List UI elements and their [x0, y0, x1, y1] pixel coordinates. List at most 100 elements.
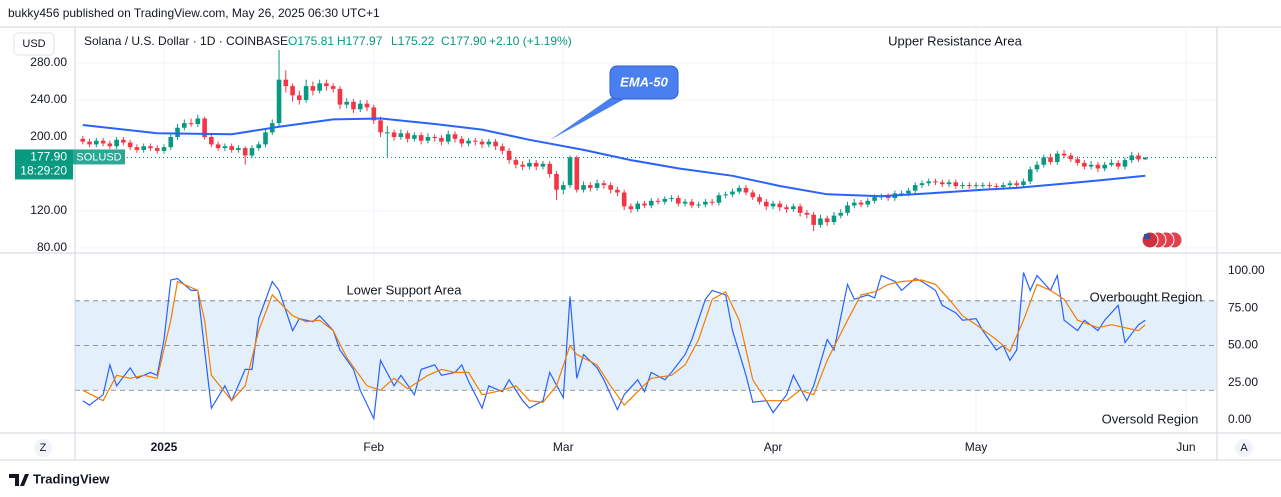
- change-label: +2.10 (+1.19%): [489, 34, 572, 48]
- candle-body: [141, 146, 146, 150]
- publisher: bukky456 published on TradingView.com, M…: [8, 6, 380, 20]
- flag-canton: [1144, 234, 1150, 239]
- ema-line: [82, 117, 1146, 198]
- candle-body: [594, 183, 600, 188]
- open-label: O175.81: [288, 34, 334, 48]
- candle-body: [527, 162, 532, 167]
- y-tick-label: 50.00: [1228, 338, 1258, 352]
- candle-body: [324, 83, 329, 87]
- candle-body: [784, 207, 789, 210]
- candle-body: [283, 79, 289, 87]
- candle-body: [750, 192, 756, 198]
- candle-body: [242, 148, 248, 156]
- candle-body: [1082, 162, 1087, 167]
- candle-body: [500, 146, 505, 151]
- candle-body: [1142, 157, 1148, 160]
- annotation: Overbought Region: [1090, 289, 1203, 304]
- candle-body: [236, 148, 241, 150]
- candle-body: [445, 134, 451, 142]
- candle-body: [202, 118, 207, 137]
- candle-body: [1068, 155, 1074, 160]
- candle-body: [662, 198, 668, 202]
- candle-body: [412, 135, 417, 139]
- candle-body: [540, 163, 546, 167]
- candle-body: [574, 157, 580, 190]
- candle-body: [560, 185, 566, 190]
- candle-body: [439, 137, 444, 142]
- candle-body: [642, 203, 647, 206]
- candle-body: [757, 197, 762, 202]
- candle-body: [459, 138, 465, 144]
- candle-body: [946, 182, 952, 185]
- button[interactable]: [1235, 439, 1253, 457]
- button[interactable]: [34, 439, 52, 457]
- candle-body: [1034, 164, 1040, 170]
- candle-body: [1021, 181, 1026, 186]
- candle-body: [486, 141, 492, 145]
- candle-body: [973, 185, 979, 187]
- countdown-tag: [15, 164, 73, 180]
- button-label: Z: [40, 442, 47, 454]
- candle-body: [154, 148, 160, 151]
- candle-body: [290, 86, 295, 96]
- candle-body: [804, 212, 810, 215]
- stoch-line: [82, 279, 1146, 407]
- y-tick-label: 280.00: [30, 55, 67, 69]
- candle-body: [168, 136, 174, 148]
- y-tick-label: 75.00: [1228, 300, 1258, 314]
- candle-body: [885, 196, 891, 199]
- candle-body: [385, 132, 390, 134]
- candle-body: [953, 182, 959, 187]
- candle-body: [709, 201, 715, 203]
- candle-body: [933, 181, 938, 183]
- candle-body: [364, 103, 370, 108]
- candle-body: [472, 140, 478, 142]
- candle-body: [703, 201, 708, 205]
- candle-body: [838, 212, 844, 216]
- candle-body: [134, 147, 140, 150]
- candle-body: [175, 127, 180, 137]
- candle-body: [1095, 164, 1101, 169]
- candle-body: [736, 187, 742, 192]
- candle-body: [161, 147, 167, 151]
- x-tick-label: May: [965, 440, 988, 454]
- candle-body: [1027, 169, 1033, 182]
- candle-body: [1014, 183, 1019, 186]
- candle-body: [520, 164, 525, 167]
- candle-body: [181, 123, 187, 128]
- candle-body: [676, 198, 681, 204]
- candle-body: [615, 189, 620, 193]
- annotation: Oversold Region: [1102, 411, 1199, 426]
- candle-body: [425, 136, 431, 141]
- candle-body: [987, 185, 992, 187]
- candle-body: [87, 141, 92, 145]
- candle-body: [919, 183, 925, 186]
- candle-body: [127, 142, 133, 148]
- candle-body: [310, 86, 316, 91]
- candle-body: [405, 133, 410, 139]
- candle-body: [655, 200, 661, 202]
- candle-body: [229, 146, 234, 150]
- flag-icon: [1141, 231, 1183, 249]
- y-tick-label: 80.00: [37, 240, 67, 254]
- candle-body: [1102, 164, 1107, 169]
- candle-body: [493, 141, 498, 147]
- candle-body: [926, 181, 932, 184]
- candle-body: [621, 192, 627, 207]
- candle-body: [148, 146, 153, 149]
- y-tick-label: 25.00: [1228, 375, 1258, 389]
- candle-body: [824, 218, 830, 223]
- mark-layer: [75, 50, 1217, 421]
- candle-body: [80, 138, 86, 142]
- candle-body: [1041, 157, 1047, 165]
- currency-box[interactable]: [13, 32, 55, 56]
- candle-body: [506, 150, 512, 161]
- x-tick-label: Jun: [1176, 440, 1195, 454]
- candle-body: [635, 203, 641, 210]
- symbol-tag: [73, 149, 125, 165]
- y-tick-label: 100.00: [1228, 263, 1265, 277]
- callout-pointer: [550, 90, 630, 140]
- candle-body: [960, 185, 965, 187]
- candle-body: [418, 135, 424, 141]
